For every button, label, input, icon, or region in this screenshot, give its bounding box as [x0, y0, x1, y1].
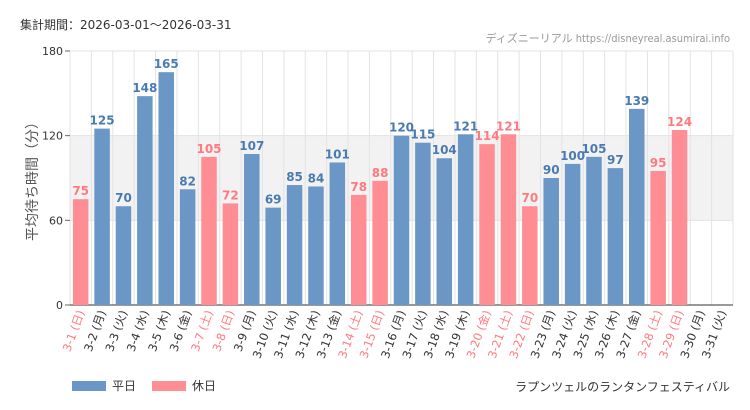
bar[interactable]	[607, 168, 624, 305]
bar[interactable]	[522, 206, 538, 305]
bar[interactable]	[201, 156, 217, 305]
bar[interactable]	[179, 189, 196, 305]
legend-label-weekday: 平日	[112, 379, 137, 393]
value-label: 105	[581, 142, 606, 156]
y-tick-label: 0	[56, 299, 63, 312]
value-label: 97	[607, 153, 624, 167]
y-tick-label: 120	[42, 130, 63, 143]
legend: 平日 休日	[72, 377, 232, 394]
bar[interactable]	[393, 135, 410, 305]
bar[interactable]	[436, 158, 453, 305]
value-label: 105	[196, 142, 221, 156]
bar[interactable]	[72, 199, 89, 305]
x-axis-labels: 3-1 (日)3-2 (月)3-3 (火)3-4 (水)3-5 (木)3-6 (…	[60, 308, 729, 360]
bar[interactable]	[629, 108, 645, 305]
value-label: 148	[132, 81, 157, 95]
bar[interactable]	[372, 180, 388, 305]
bar[interactable]	[543, 178, 559, 305]
y-axis-title: 平均待ち時間（分）	[25, 115, 41, 241]
value-label: 121	[496, 119, 521, 133]
bar[interactable]	[158, 72, 174, 306]
bar[interactable]	[222, 203, 239, 305]
value-label: 139	[624, 94, 649, 108]
value-label: 70	[521, 191, 538, 205]
value-label: 78	[350, 180, 367, 194]
bar[interactable]	[650, 170, 666, 305]
legend-item-holiday[interactable]: 休日	[152, 377, 216, 394]
legend-label-holiday: 休日	[192, 379, 217, 393]
attraction-name: ラプンツェルのランタンフェスティバル	[515, 380, 730, 394]
bar[interactable]	[479, 144, 495, 305]
bar[interactable]	[500, 134, 517, 305]
value-label: 90	[543, 163, 560, 177]
bar[interactable]	[137, 96, 153, 306]
value-label: 88	[372, 166, 389, 180]
value-label: 70	[115, 191, 132, 205]
source-label[interactable]: ディズニーリアル https://disneyreal.asumirai.inf…	[485, 32, 730, 45]
bar[interactable]	[115, 206, 132, 305]
value-label: 69	[265, 193, 282, 207]
value-label: 120	[389, 121, 414, 135]
bars	[72, 72, 688, 306]
value-label: 82	[179, 174, 196, 188]
value-label: 165	[154, 57, 179, 71]
value-label: 100	[560, 149, 585, 163]
value-label: 72	[222, 188, 239, 202]
legend-swatch-weekday	[72, 380, 106, 391]
period-label: 集計期間：2026-03-01～2026-03-31	[20, 18, 232, 32]
legend-item-weekday[interactable]: 平日	[72, 377, 136, 394]
value-label: 115	[410, 128, 435, 142]
y-tick-label: 60	[49, 214, 63, 227]
bar[interactable]	[586, 156, 602, 305]
legend-swatch-holiday	[152, 380, 187, 391]
value-label: 84	[308, 171, 325, 185]
bar[interactable]	[564, 163, 581, 305]
bar[interactable]	[415, 142, 431, 305]
value-label: 95	[650, 156, 667, 170]
bar[interactable]	[671, 130, 688, 305]
bar[interactable]	[350, 194, 367, 305]
bar[interactable]	[244, 154, 260, 305]
bar[interactable]	[286, 185, 303, 305]
value-label: 75	[72, 184, 89, 198]
y-axis-ticks: 0 60 120 180	[42, 45, 70, 312]
bar[interactable]	[457, 134, 474, 305]
value-label: 101	[325, 147, 350, 161]
value-label: 125	[90, 114, 115, 128]
y-tick-label: 180	[42, 45, 63, 58]
bar[interactable]	[308, 186, 324, 305]
bar[interactable]	[94, 128, 110, 305]
value-label: 85	[286, 170, 303, 184]
value-label: 104	[432, 143, 457, 157]
value-label: 121	[453, 119, 478, 133]
bar[interactable]	[265, 207, 281, 305]
value-label: 124	[667, 115, 692, 129]
value-label: 114	[475, 129, 500, 143]
bar[interactable]	[329, 162, 346, 305]
value-label: 107	[239, 139, 264, 153]
